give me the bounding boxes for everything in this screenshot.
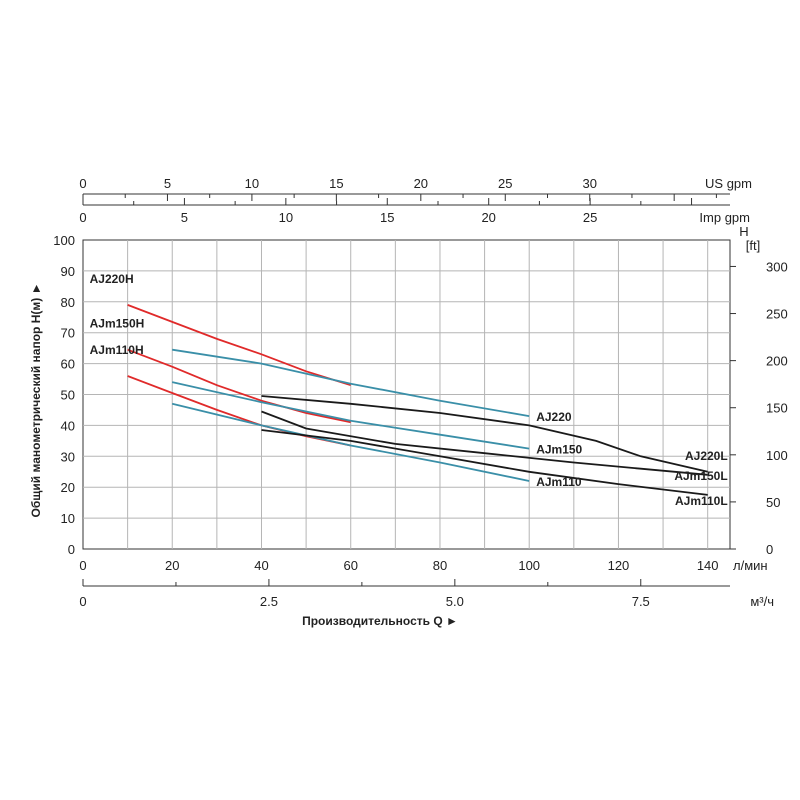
impgpm-tick-label: 15	[380, 210, 394, 225]
series-label: AJ220	[536, 410, 572, 424]
y-tick-label: 80	[61, 295, 75, 310]
series-label: AJm110H	[90, 343, 144, 357]
x-tick-label: 80	[433, 558, 447, 573]
x-tick-label: 140	[697, 558, 719, 573]
y-tick-label: 90	[61, 264, 75, 279]
impgpm-tick-label: 0	[79, 210, 86, 225]
usgpm-tick-label: 15	[329, 176, 343, 191]
y-right-tick-label: 50	[766, 495, 780, 510]
m3h-tick-label: 5.0	[446, 594, 464, 609]
x-tick-label: 20	[165, 558, 179, 573]
curve-aj220h	[128, 305, 351, 385]
y-right-unit: [ft]	[746, 238, 760, 253]
curves	[128, 305, 708, 495]
y-right-tick-label: 200	[766, 354, 788, 369]
impgpm-tick-label: 5	[181, 210, 188, 225]
impgpm-tick-label: 10	[279, 210, 293, 225]
y-tick-label: 100	[53, 233, 75, 248]
impgpm-tick-label: 20	[481, 210, 495, 225]
y-tick-label: 10	[61, 511, 75, 526]
series-label: AJ220L	[685, 449, 728, 463]
y-right-tick-label: 250	[766, 307, 788, 322]
m3h-tick-label: 0	[79, 594, 86, 609]
series-label: AJ220H	[90, 272, 134, 286]
y-tick-label: 70	[61, 326, 75, 341]
x-unit: л/мин	[733, 558, 768, 573]
usgpm-tick-label: 5	[164, 176, 171, 191]
series-label: AJm150	[536, 443, 582, 457]
usgpm-tick-label: 0	[79, 176, 86, 191]
series-label: AJm150H	[90, 317, 145, 331]
y-right-tick-label: 150	[766, 401, 788, 416]
usgpm-tick-label: 10	[245, 176, 259, 191]
y-tick-label: 40	[61, 418, 75, 433]
x-tick-label: 120	[608, 558, 630, 573]
impgpm-unit: Imp gpm	[699, 210, 750, 225]
y-right-tick-label: 0	[766, 542, 773, 557]
x-tick-label: 100	[518, 558, 540, 573]
series-label: AJm110L	[675, 494, 728, 508]
y-right-tick-label: 300	[766, 259, 788, 274]
x-tick-label: 40	[254, 558, 268, 573]
y-tick-label: 0	[68, 542, 75, 557]
series-label: AJm110	[536, 475, 582, 489]
m3h-tick-label: 2.5	[260, 594, 278, 609]
m3h-unit: м³/ч	[750, 594, 774, 609]
axes: 0102030405060708090100050100150200250300…	[29, 176, 788, 628]
usgpm-tick-label: 25	[498, 176, 512, 191]
series-label: AJm150L	[674, 469, 727, 483]
impgpm-tick-label: 25	[583, 210, 597, 225]
usgpm-unit: US gpm	[705, 176, 752, 191]
x-tick-label: 0	[79, 558, 86, 573]
m3h-tick-label: 7.5	[632, 594, 650, 609]
x-axis-title: Производительность Q ►	[302, 614, 458, 628]
y-right-tick-label: 100	[766, 448, 788, 463]
labels: AJ220H AJm150H AJm110H AJ220 AJm150 AJm110 AJ2…	[90, 272, 728, 508]
usgpm-tick-label: 30	[582, 176, 596, 191]
curve-ajm110h	[128, 376, 351, 446]
y-tick-label: 50	[61, 388, 75, 403]
y-right-head: H	[739, 224, 748, 239]
y-tick-label: 60	[61, 357, 75, 372]
y-tick-label: 20	[61, 480, 75, 495]
x-tick-label: 60	[343, 558, 357, 573]
y-tick-label: 30	[61, 449, 75, 464]
usgpm-tick-label: 20	[414, 176, 428, 191]
y-axis-title: Общий манометрический напор H(м) ►	[29, 283, 43, 518]
